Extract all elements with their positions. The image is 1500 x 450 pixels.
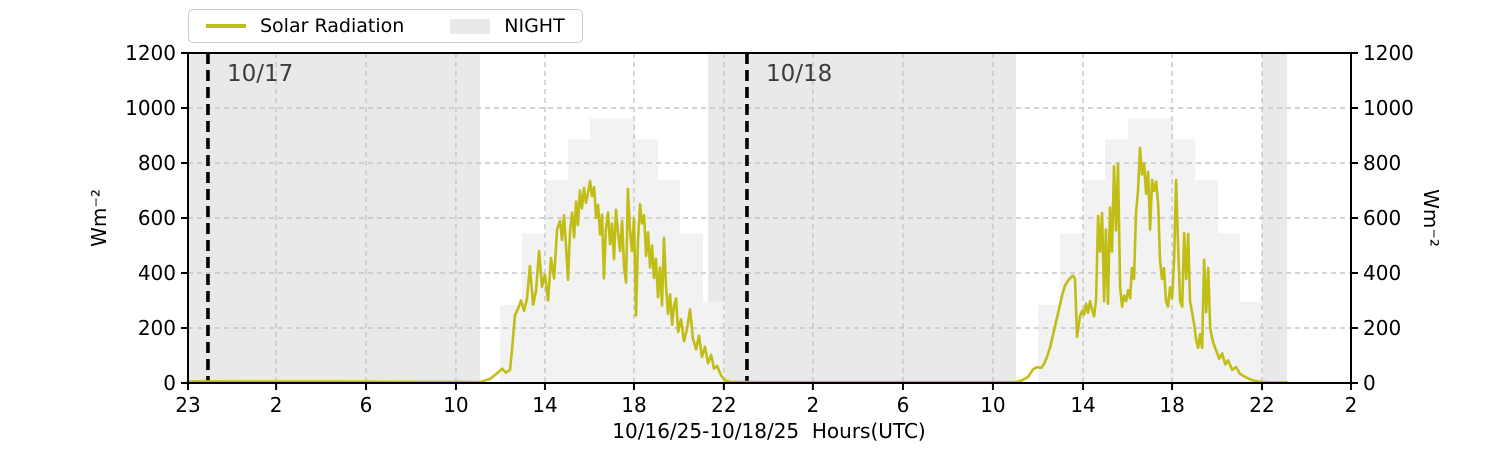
x-tick-label: 23 [175,393,200,417]
x-axis-label: 10/16/25-10/18/25 Hours(UTC) [612,419,926,443]
x-tick-label: 2 [270,393,283,417]
x-tick-label: 6 [360,393,373,417]
envelope-area [1038,118,1264,384]
night-region [1261,53,1288,383]
x-tick-label: 22 [1249,393,1274,417]
y-tick-label-left: 0 [163,371,176,395]
y-tick-label-right: 400 [1363,261,1401,285]
y-axis-right: 0 200 400 600 800 1000 1200 [1351,41,1414,395]
y-tick-label-left: 1000 [125,96,176,120]
y-tick-label-left: 1200 [125,41,176,65]
x-tick-label: 6 [897,393,910,417]
x-tick-label: 10 [443,393,468,417]
y-tick-label-left: 600 [138,206,176,230]
x-tick-label: 10 [980,393,1005,417]
x-tick-label: 2 [807,393,820,417]
y-tick-label-right: 800 [1363,151,1401,175]
y-tick-label-right: 600 [1363,206,1401,230]
x-tick-label: 22 [711,393,736,417]
y-tick-label-right: 1000 [1363,96,1414,120]
grid [188,53,1351,383]
legend-label-solar-radiation: Solar Radiation [260,15,405,37]
y-tick-label-left: 800 [138,151,176,175]
date-annotation: 10/18 [766,61,832,87]
y-tick-label-right: 200 [1363,316,1401,340]
date-lines: 10/17 10/18 [206,53,832,383]
x-tick-label: 14 [532,393,557,417]
x-tick-label: 2 [1345,393,1358,417]
y-axis-label-left: Wm⁻² [87,189,111,247]
y-axis-left: 0 200 400 600 800 1000 1200 [125,41,188,395]
x-tick-label: 14 [1070,393,1095,417]
y-axis-label-right: Wm⁻² [1419,189,1443,247]
y-tick-label-right: 0 [1363,371,1376,395]
night-patch-swatch-icon [450,18,491,34]
y-tick-label-left: 200 [138,316,176,340]
y-tick-label-right: 1200 [1363,41,1414,65]
x-tick-label: 18 [1159,393,1184,417]
chart-legend: Solar Radiation NIGHT [188,9,583,43]
x-tick-label: 18 [621,393,646,417]
solar-radiation-line-swatch-icon [206,24,246,28]
x-axis-ticks: 23 2 6 10 14 18 22 2 6 10 14 18 22 2 [175,383,1357,417]
date-annotation: 10/17 [227,61,293,87]
y-tick-label-left: 400 [138,261,176,285]
legend-label-night: NIGHT [504,15,565,37]
night-region [707,53,1017,383]
